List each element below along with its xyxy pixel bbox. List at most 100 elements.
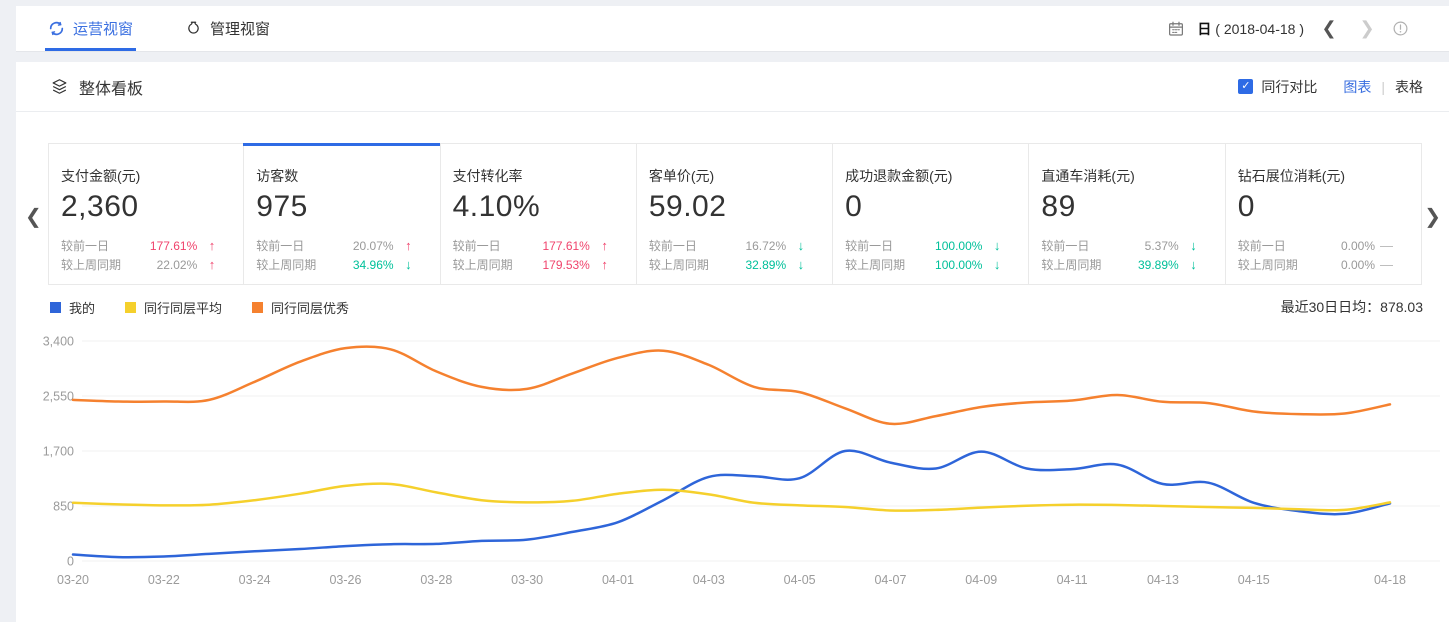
metric-card-visitors[interactable]: 访客数 975 较前一日 20.07% 较上周同期 34.96% [243,143,441,285]
trend-arrow-icon [197,257,215,272]
metric-card-conversion-rate[interactable]: 支付转化率 4.10% 较前一日 177.61% 较上周同期 179.53% [439,143,637,285]
y-axis-tick-label: 850 [53,500,74,514]
metric-title: 钻石展位消耗(元) [1237,168,1346,184]
delta-rows: 较前一日 100.00% 较上周同期 100.00% [845,236,1014,274]
toggle-separator: | [1381,78,1385,95]
trend-arrow-icon [786,257,804,272]
trend-arrow-icon [1375,257,1393,272]
metric-value: 2,360 [61,190,139,223]
legend-item-peer-average[interactable]: 同行同层平均 [125,298,222,317]
metric-card-diamond-booth-cost[interactable]: 钻石展位消耗(元) 0 较前一日 0.00% 较上周同期 0.00% [1224,143,1422,285]
view-tabs: 运营视窗 管理视窗 [44,6,270,51]
delta-row-prev-day: 较前一日 5.37% [1041,236,1196,255]
legend-label: 我的 [69,300,96,316]
delta-row-prev-week: 较上周同期 32.89% [649,255,804,274]
metric-card-refund-amount[interactable]: 成功退款金额(元) 0 较前一日 100.00% 较上周同期 100.00% [832,143,1030,285]
tab-label: 管理视窗 [210,21,271,38]
metric-card-payment-amount[interactable]: 支付金额(元) 2,360 较前一日 177.61% 较上周同期 22.02% [48,143,245,285]
overall-dashboard-panel: 整体看板 ✓ 同行对比 图表 | 表格 ❮︎ ❯︎ 支付金额(元) 2,360 … [16,62,1449,622]
delta-row-prev-day: 较前一日 100.00% [845,236,1000,255]
trend-arrow-icon [590,257,608,272]
panel-title: 整体看板 [79,80,144,98]
metric-title: 客单价(元) [648,168,715,184]
tab-operations-view[interactable]: 运营视窗 [44,6,137,51]
delta-value: 100.00% [935,257,983,272]
x-axis-tick-label: 03-30 [511,573,543,587]
x-axis-tick-label: 04-09 [965,573,997,587]
delta-label: 较上周同期 [61,258,122,272]
trend-arrow-icon [1179,257,1197,272]
delta-row-prev-day: 较前一日 177.61% [453,236,608,255]
x-axis-tick-label: 04-11 [1057,573,1088,587]
legend-item-mine[interactable]: 我的 [50,298,95,317]
date-picker-area: 日 ( 2018-04-18 ) ❮︎ ❯︎ [1167,6,1449,51]
delta-value: 177.61% [149,238,198,253]
metric-value: 59.02 [648,190,727,223]
tab-label: 运营视窗 [73,21,134,38]
trend-arrow-icon [786,238,804,253]
delta-label: 较前一日 [1041,239,1090,253]
peer-compare-toggle[interactable]: ✓ 同行对比 [1238,77,1317,97]
trend-arrow-icon [590,238,608,253]
metric-card-zhitongche-cost[interactable]: 直通车消耗(元) 89 较前一日 5.37% 较上周同期 39.89% [1028,143,1226,285]
delta-value: 179.53% [542,257,590,272]
info-icon[interactable] [1392,20,1409,37]
chart-view-link[interactable]: 图表 [1343,78,1372,95]
x-axis-tick-label: 04-13 [1147,573,1179,587]
legend-swatch-orange [252,301,264,313]
delta-value: 177.61% [542,238,590,253]
calendar-icon[interactable] [1167,20,1185,38]
top-tab-bar: 运营视窗 管理视窗 日 ( 2018-04-18 ) ❮︎ ❯︎ [16,6,1449,52]
x-axis-tick-label: 04-03 [693,573,725,587]
delta-label: 较上周同期 [845,258,906,272]
checkbox-checked-icon: ✓ [1238,79,1254,94]
trend-arrow-icon [982,238,1000,253]
cards-scroll-left-button[interactable]: ❮︎ [25,206,42,228]
trend-arrow-icon [1375,238,1393,253]
peer-compare-label: 同行对比 [1261,78,1318,95]
x-axis-tick-label: 04-01 [602,573,634,587]
delta-rows: 较前一日 20.07% 较上周同期 34.96% [256,236,425,274]
x-axis-tick-label: 04-05 [784,573,816,587]
delta-label: 较前一日 [845,239,894,253]
date-granularity: 日 [1197,20,1212,37]
metric-title: 直通车消耗(元) [1041,168,1135,184]
legend-label: 同行同层优秀 [271,300,350,316]
table-view-link[interactable]: 表格 [1395,78,1423,95]
delta-value: 32.89% [745,257,787,272]
delta-row-prev-week: 较上周同期 39.89% [1041,255,1196,274]
prev-date-button[interactable]: ❮︎ [1321,18,1337,38]
trend-arrow-icon [1179,238,1197,253]
delta-value: 5.37% [1144,238,1179,253]
delta-value: 39.89% [1138,257,1179,272]
trend-arrow-icon [197,238,215,253]
x-axis-tick-label: 04-18 [1374,573,1406,587]
date-picker-value[interactable]: 日 ( 2018-04-18 ) [1197,19,1304,39]
metric-title: 成功退款金额(元) [845,168,953,184]
delta-row-prev-week: 较上周同期 34.96% [256,255,411,274]
delta-label: 较前一日 [61,239,110,253]
delta-value: 20.07% [352,238,394,253]
x-axis-tick-label: 04-07 [874,573,906,587]
series-line-1 [71,482,1392,512]
delta-value: 0.00% [1340,238,1375,253]
metric-card-avg-order-value[interactable]: 客单价(元) 59.02 较前一日 16.72% 较上周同期 32.89% [635,143,834,285]
metric-cards-row: 支付金额(元) 2,360 较前一日 177.61% 较上周同期 22.02% … [48,143,1422,285]
delta-label: 较上周同期 [1041,258,1102,272]
y-axis-tick-label: 0 [67,555,74,569]
legend-item-peer-excellent[interactable]: 同行同层优秀 [252,298,349,317]
refresh-circle-icon [48,20,65,37]
delta-row-prev-week: 较上周同期 0.00% [1238,255,1393,274]
cards-scroll-right-button[interactable]: ❯︎ [1424,206,1441,228]
delta-label: 较前一日 [648,239,697,253]
x-axis-tick-label: 04-15 [1238,573,1270,587]
metric-value: 4.10% [452,190,541,223]
delta-row-prev-day: 较前一日 177.61% [61,236,215,255]
tab-management-view[interactable]: 管理视窗 [185,6,270,51]
panel-header: 整体看板 ✓ 同行对比 图表 | 表格 [16,62,1449,112]
trend-arrow-icon [394,238,412,253]
trend-arrow-icon [982,257,1000,272]
metric-title: 访客数 [256,168,299,184]
next-date-button[interactable]: ❯︎ [1359,18,1375,38]
x-axis-tick-label: 03-20 [57,573,89,587]
